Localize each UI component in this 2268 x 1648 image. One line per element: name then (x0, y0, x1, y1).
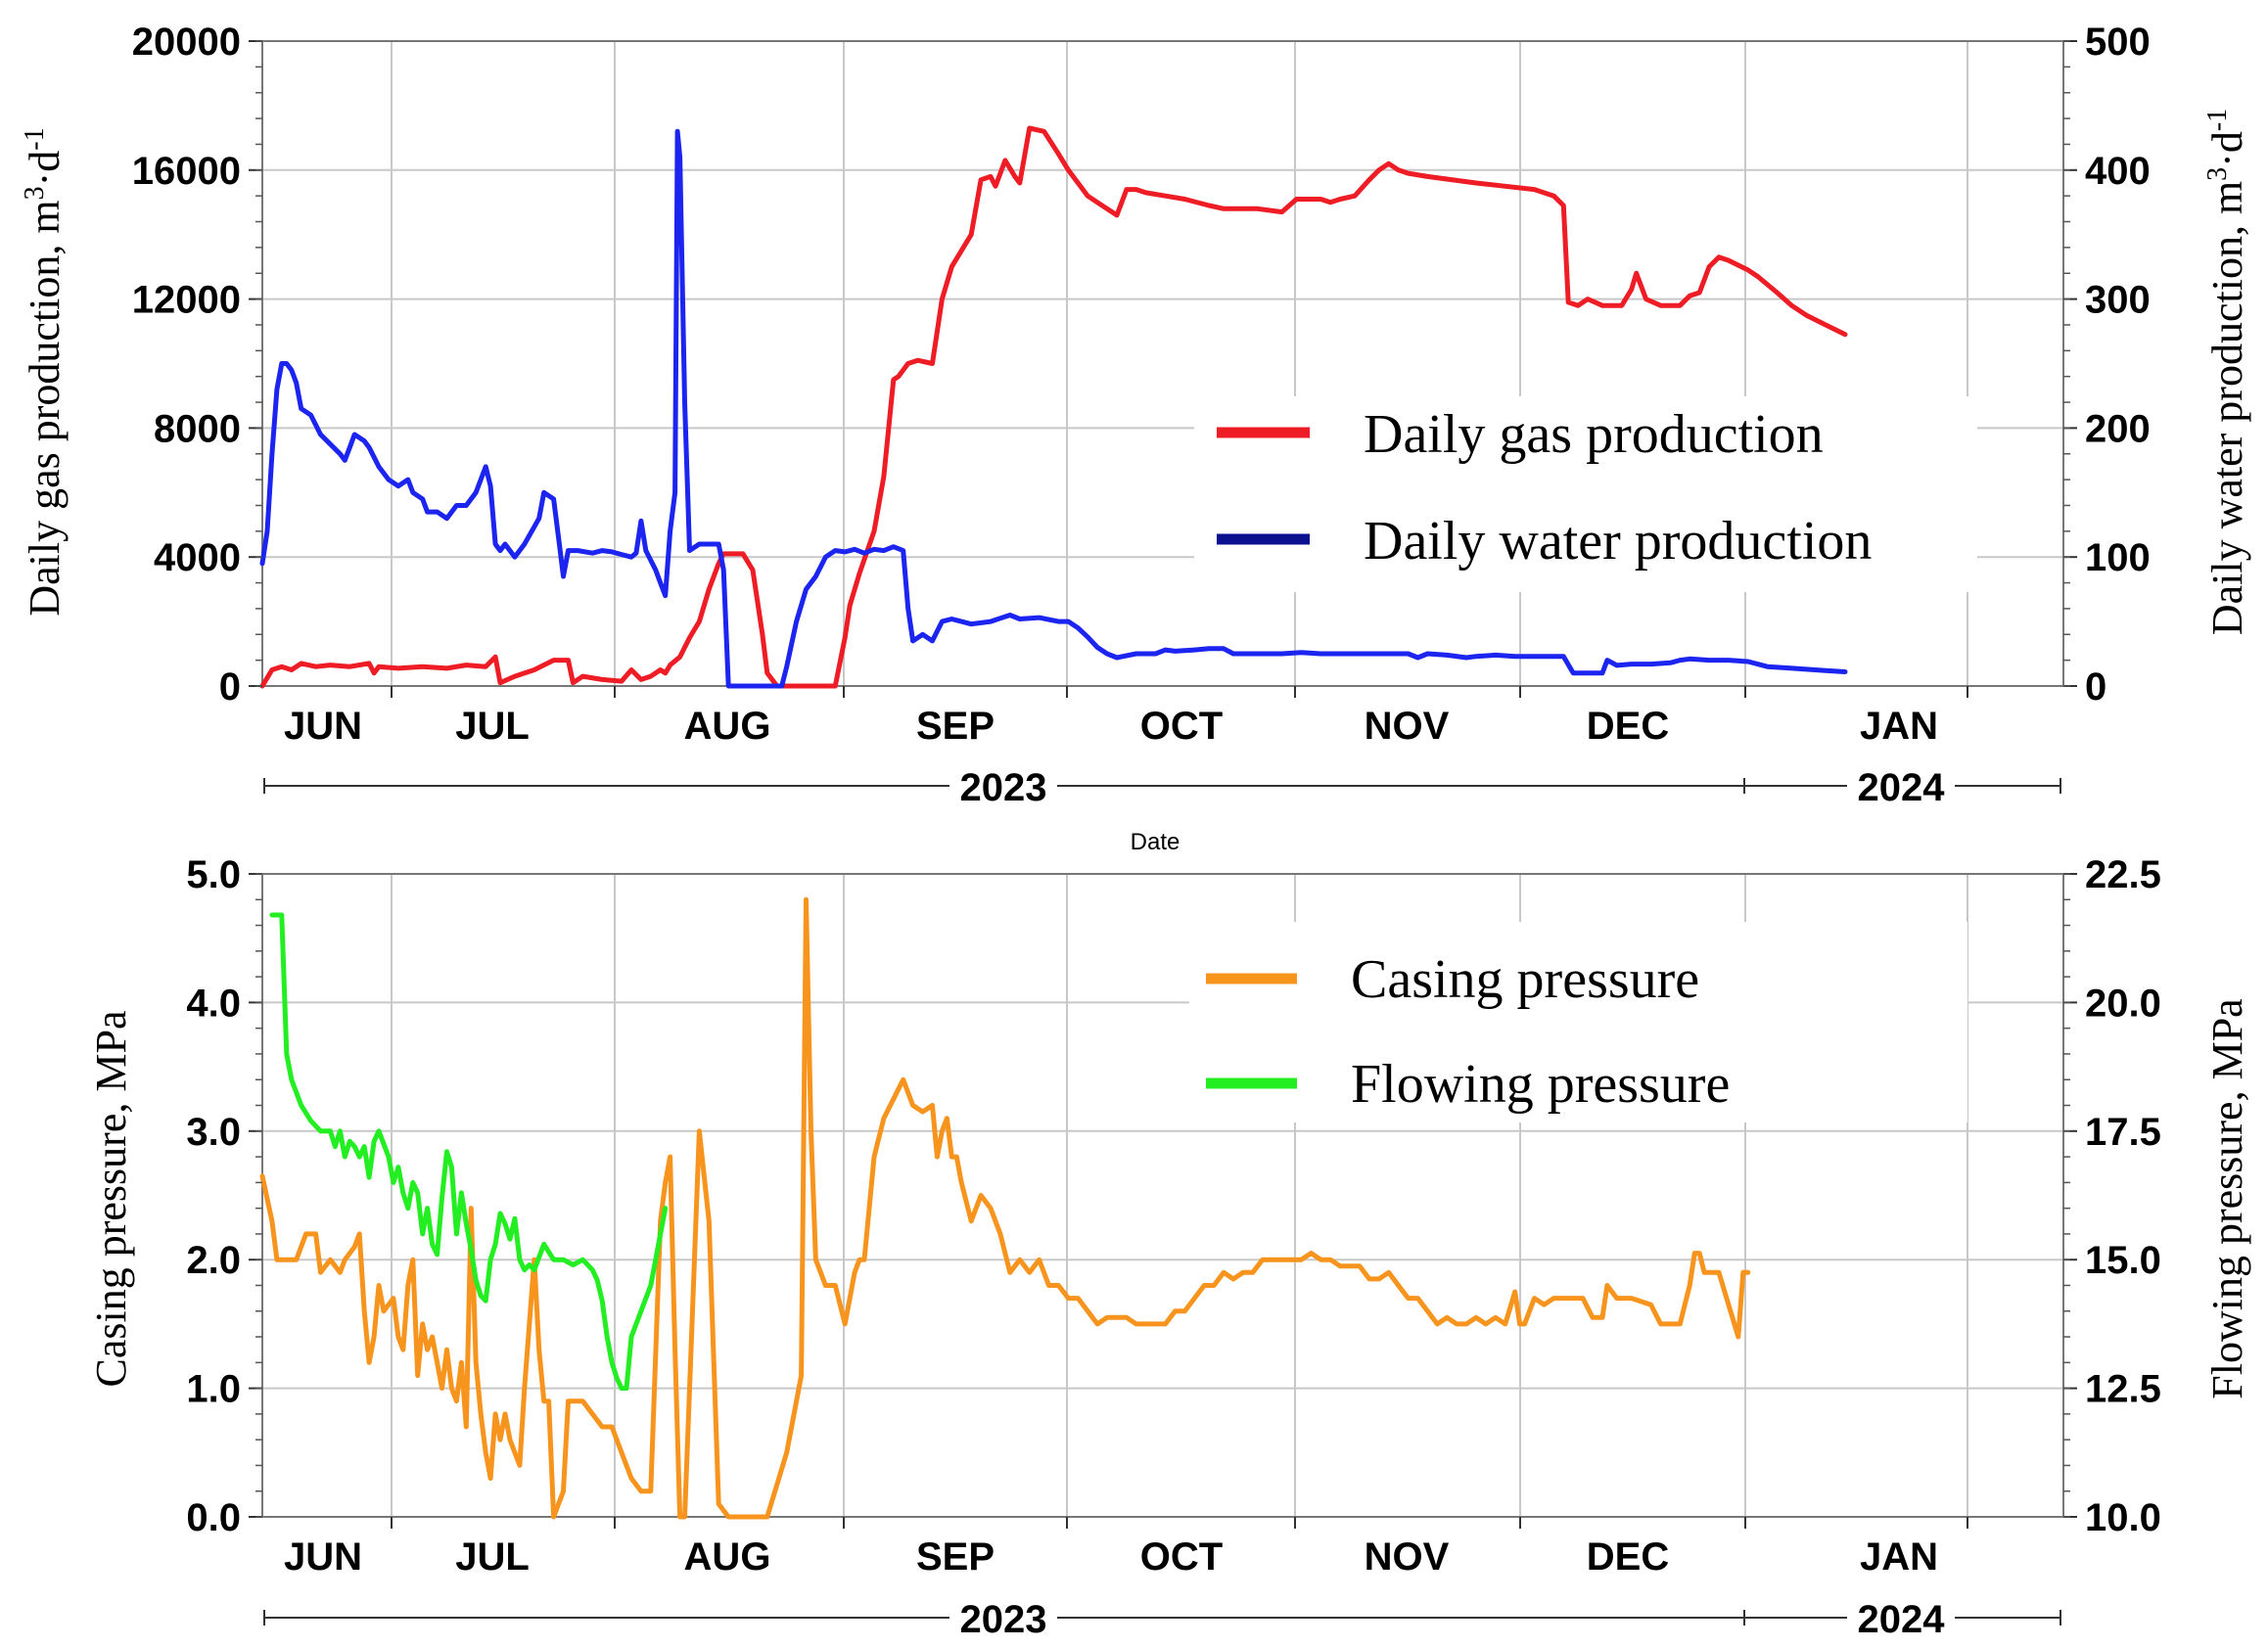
bottom-y2tick-label: 15.0 (2085, 1239, 2161, 1282)
bottom-ytick-label: 4.0 (186, 982, 241, 1025)
top-y2-label: Daily water production, m3·d-1 (2202, 109, 2251, 635)
bottom-series-casing-pressure (259, 896, 1751, 1520)
top-y2tick-label: 100 (2085, 536, 2151, 579)
bottom-ytick-label: 2.0 (186, 1239, 241, 1282)
top-ytick-label: 20000 (132, 21, 241, 64)
bottom-legend: Casing pressure Flowing pressure (1189, 922, 1967, 1122)
top-month-label: NOV (1365, 705, 1450, 748)
top-y-label: Daily gas production, m3·d-1 (20, 127, 69, 616)
top-month-label: SEP (916, 705, 995, 748)
top-y2tick-label: 500 (2085, 21, 2151, 64)
top-ytick-label: 8000 (154, 407, 241, 450)
top-series-daily-water-production (259, 128, 1848, 689)
top-year-mask (1847, 764, 1955, 807)
bottom-y2tick-label: 10.0 (2085, 1496, 2161, 1539)
top-ytick-label: 0 (219, 665, 241, 709)
top-panel: 0 4000 8000 12000 16000 20000 0 100 200 300 400 500… (20, 21, 2251, 809)
bottom-y2tick-label: 20.0 (2085, 982, 2161, 1025)
bottom-panel: 0.0 1.0 2.0 3.0 4.0 5.0 10.0 12.5 15.0 17.5 20.0 22… (87, 853, 2251, 1641)
top-year-label: 2024 (1858, 766, 1946, 809)
top-y2tick-label: 400 (2085, 150, 2151, 193)
top-year-label: 2023 (960, 766, 1047, 809)
bottom-month-label: OCT (1140, 1535, 1223, 1579)
top-y2tick-label: 0 (2085, 665, 2106, 709)
bottom-month-label: JUL (455, 1535, 530, 1579)
bottom-month-label: JAN (1860, 1535, 1938, 1579)
top-y2tick-label: 300 (2085, 279, 2151, 322)
legend-gas-label: Daily gas production (1364, 404, 1824, 465)
bottom-month-label: DEC (1587, 1535, 1669, 1579)
bottom-legend-box (1189, 922, 1967, 1122)
top-month-label: DEC (1587, 705, 1669, 748)
top-year-mask (949, 764, 1057, 807)
top-month-label: JAN (1860, 705, 1938, 748)
top-axes: 0 4000 8000 12000 16000 20000 0 100 200 300 400 500… (132, 21, 2151, 809)
bottom-ytick-label: 5.0 (186, 853, 241, 896)
bottom-axes: 0.0 1.0 2.0 3.0 4.0 5.0 10.0 12.5 15.0 17.5 20.0 22… (186, 853, 2160, 1641)
top-legend: Daily gas production Daily water product… (1194, 396, 1977, 592)
x-axis-title: Date (1131, 829, 1180, 855)
bottom-y2tick-label: 17.5 (2085, 1111, 2161, 1154)
bottom-year-label: 2024 (1858, 1598, 1946, 1641)
legend-water-label: Daily water production (1364, 511, 1872, 572)
bottom-month-label: NOV (1365, 1535, 1450, 1579)
bottom-series-flowing-pressure (269, 912, 669, 1392)
top-series-daily-gas-production (259, 125, 1848, 689)
bottom-year-label: 2023 (960, 1598, 1047, 1641)
top-ytick-label: 4000 (154, 536, 241, 579)
top-ytick-label: 12000 (132, 279, 241, 322)
top-month-label: OCT (1140, 705, 1223, 748)
bottom-year-mask (1847, 1596, 1955, 1639)
top-month-label: JUN (284, 705, 362, 748)
top-month-label: AUG (684, 705, 771, 748)
legend-flowing-label: Flowing pressure (1351, 1054, 1730, 1115)
top-month-label: JUL (455, 705, 530, 748)
top-legend-box (1194, 396, 1977, 592)
bottom-month-label: SEP (916, 1535, 995, 1579)
top-y2tick-label: 200 (2085, 407, 2151, 450)
bottom-y2tick-label: 12.5 (2085, 1368, 2161, 1411)
bottom-year-mask (949, 1596, 1057, 1639)
bottom-ytick-label: 1.0 (186, 1368, 241, 1411)
top-lines (259, 125, 1848, 689)
bottom-month-label: JUN (284, 1535, 362, 1579)
bottom-lines (259, 896, 1751, 1520)
bottom-ytick-label: 3.0 (186, 1111, 241, 1154)
legend-casing-label: Casing pressure (1351, 949, 1699, 1010)
top-ytick-label: 16000 (132, 150, 241, 193)
bottom-y-label: Casing pressure, MPa (87, 1011, 135, 1388)
top-plot-frame (261, 40, 2064, 687)
bottom-y2tick-label: 22.5 (2085, 853, 2161, 896)
bottom-plot-frame (261, 873, 2064, 1518)
bottom-y2-label: Flowing pressure, MPa (2203, 998, 2251, 1398)
bottom-month-label: AUG (684, 1535, 771, 1579)
bottom-ytick-label: 0.0 (186, 1496, 241, 1539)
